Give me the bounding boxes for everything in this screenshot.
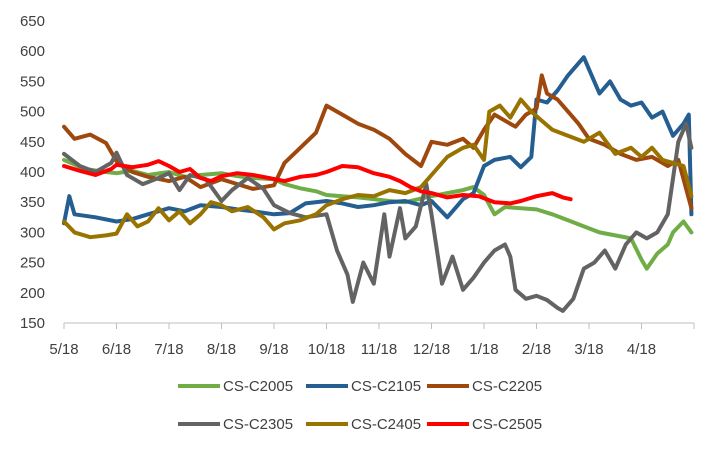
x-tick-label: 6/18 [102,341,131,358]
x-tick-label: 2/18 [522,341,551,358]
y-tick-label: 550 [20,73,45,90]
y-tick-label: 200 [20,285,45,302]
y-tick-label: 250 [20,255,45,272]
x-tick-label: 7/18 [154,341,183,358]
legend-label: CS-C2105 [351,378,421,395]
x-tick-label: 4/18 [627,341,656,358]
y-tick-label: 150 [20,315,45,332]
y-tick-label: 500 [20,104,45,121]
series-line-cs-c2305 [62,121,694,313]
x-tick-label: 3/18 [574,341,603,358]
y-tick-label: 450 [20,134,45,151]
x-tick-label: 8/18 [207,341,236,358]
series-line-cs-c2105 [62,55,694,226]
x-tick-label: 11/18 [361,341,397,358]
series-line-cs-c2205 [62,73,694,211]
legend-label: CS-C2205 [472,378,542,395]
y-tick-label: 600 [20,43,45,60]
x-tick-label: 9/18 [259,341,288,358]
x-tick-label: 10/18 [308,341,346,358]
x-axis: 5/18 6/18 7/18 8/18 9/18 10/18 11/18 12/18 1/18 2… [49,322,695,358]
y-axis: 150 200 250 300 350 400 450 500 550 600 650 [20,13,45,332]
x-tick-label: 5/18 [49,341,78,358]
x-tick-label: 12/18 [413,341,451,358]
y-tick-label: 300 [20,224,45,241]
series-line-cs-c2505 [62,159,573,206]
legend-label: CS-C2005 [223,378,293,395]
y-tick-label: 400 [20,164,45,181]
legend-label: CS-C2405 [351,416,421,433]
plot-area [62,55,694,313]
y-tick-label: 650 [20,13,45,30]
y-tick-label: 350 [20,194,45,211]
x-tick-label: 1/18 [469,341,498,358]
legend-label: CS-C2305 [223,416,293,433]
series-line-cs-c2405 [62,97,694,240]
legend-label: CS-C2505 [472,416,542,433]
legend: CS-C2005 CS-C2105 CS-C2205 CS-C2305 CS-C2405… [178,378,542,433]
